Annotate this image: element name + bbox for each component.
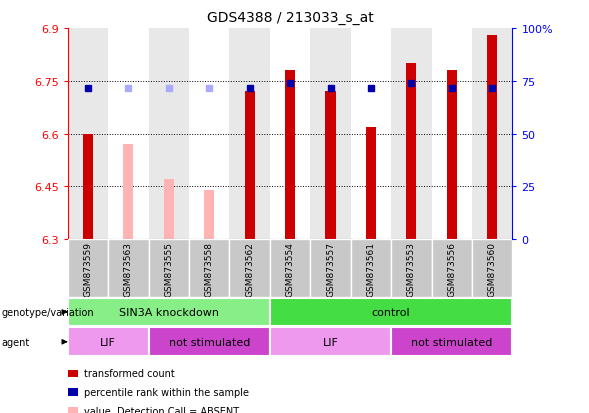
Bar — [108, 29, 148, 240]
Text: GSM873556: GSM873556 — [447, 241, 456, 296]
Bar — [350, 240, 391, 297]
Bar — [310, 29, 350, 240]
Text: GSM873559: GSM873559 — [84, 241, 92, 296]
Text: GSM873563: GSM873563 — [124, 241, 133, 296]
Bar — [446, 71, 457, 240]
Bar — [326, 92, 336, 240]
Bar — [310, 240, 350, 297]
Bar — [472, 29, 512, 240]
Bar — [270, 328, 391, 356]
Bar — [68, 328, 148, 356]
Text: LIF: LIF — [100, 337, 116, 347]
Bar — [189, 29, 230, 240]
Bar — [391, 29, 432, 240]
Bar — [123, 145, 134, 240]
Bar — [148, 240, 189, 297]
Bar — [350, 29, 391, 240]
Text: not stimulated: not stimulated — [411, 337, 492, 347]
Bar — [83, 134, 93, 240]
Text: not stimulated: not stimulated — [168, 337, 250, 347]
Bar — [285, 71, 295, 240]
Bar — [230, 240, 270, 297]
Text: GSM873553: GSM873553 — [407, 241, 416, 296]
Bar — [270, 240, 310, 297]
Text: percentile rank within the sample: percentile rank within the sample — [84, 387, 249, 397]
Text: value, Detection Call = ABSENT: value, Detection Call = ABSENT — [84, 406, 239, 413]
Bar — [270, 29, 310, 240]
Bar — [68, 240, 108, 297]
Text: genotype/variation: genotype/variation — [1, 307, 94, 317]
Text: transformed count: transformed count — [84, 368, 175, 378]
Text: GSM873555: GSM873555 — [164, 241, 173, 296]
Bar — [432, 29, 472, 240]
Text: GSM873562: GSM873562 — [245, 241, 254, 296]
Bar — [487, 36, 497, 240]
Text: GSM873557: GSM873557 — [326, 241, 335, 296]
Text: GSM873560: GSM873560 — [488, 241, 497, 296]
Bar — [472, 240, 512, 297]
Bar — [68, 298, 270, 327]
Text: agent: agent — [1, 337, 29, 347]
Bar — [391, 328, 512, 356]
Bar — [204, 190, 214, 240]
Bar — [366, 127, 376, 240]
Bar — [68, 29, 108, 240]
Bar — [108, 240, 148, 297]
Bar — [391, 240, 432, 297]
Text: LIF: LIF — [323, 337, 339, 347]
Text: SIN3A knockdown: SIN3A knockdown — [119, 307, 219, 317]
Bar — [148, 328, 270, 356]
Bar — [230, 29, 270, 240]
Bar — [148, 29, 189, 240]
Bar — [406, 64, 416, 240]
Bar — [270, 298, 512, 327]
Bar — [244, 92, 254, 240]
Text: GSM873558: GSM873558 — [205, 241, 214, 296]
Title: GDS4388 / 213033_s_at: GDS4388 / 213033_s_at — [207, 11, 373, 25]
Text: GSM873554: GSM873554 — [286, 241, 294, 296]
Bar — [189, 240, 230, 297]
Bar — [432, 240, 472, 297]
Bar — [164, 180, 174, 240]
Text: GSM873561: GSM873561 — [366, 241, 375, 296]
Text: control: control — [372, 307, 411, 317]
